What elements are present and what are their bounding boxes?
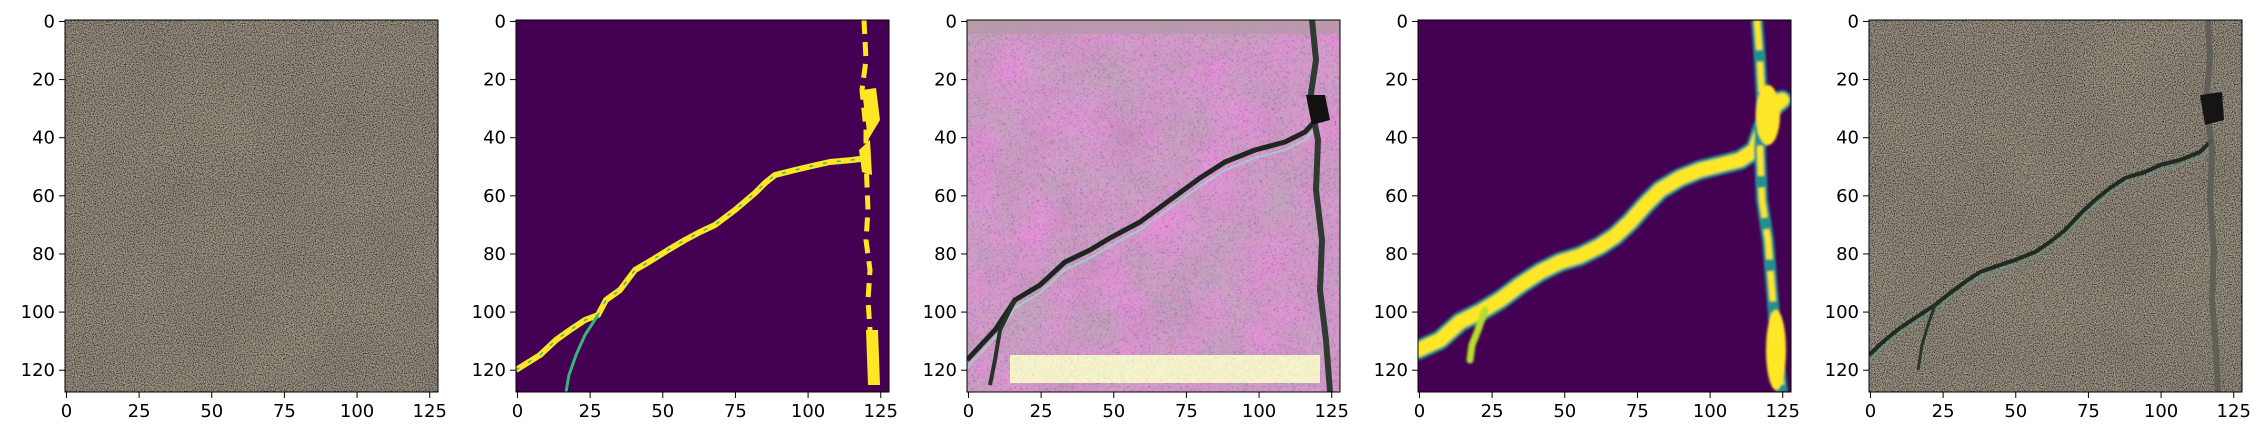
x-tick-label: 100 xyxy=(2144,401,2178,422)
y-tick-label: 0 xyxy=(495,11,506,32)
y-tick-label: 60 xyxy=(483,186,506,207)
x-tick-label: 25 xyxy=(128,401,151,422)
y-tick-label: 20 xyxy=(32,70,55,91)
axes-frames xyxy=(64,19,2243,393)
y-tick-label: 120 xyxy=(21,360,55,381)
y-tick-label: 40 xyxy=(1385,128,1408,149)
panel-synthetic-crack-texture xyxy=(967,20,1340,392)
y-tick-label: 60 xyxy=(1836,186,1859,207)
x-tick-label: 0 xyxy=(512,401,523,422)
x-tick-label: 50 xyxy=(1102,401,1125,422)
y-tick-label: 120 xyxy=(923,360,957,381)
y-tick-label: 120 xyxy=(472,360,506,381)
y-tick-label: 80 xyxy=(1836,244,1859,265)
y-tick-label: 20 xyxy=(1836,70,1859,91)
panel-concrete-with-crack xyxy=(1869,20,2242,392)
x-tick-label: 50 xyxy=(1553,401,1576,422)
y-tick-label: 80 xyxy=(934,244,957,265)
x-tick-label: 0 xyxy=(61,401,72,422)
y-tick-label: 0 xyxy=(1848,11,1859,32)
x-tick-label: 0 xyxy=(1414,401,1425,422)
y-tick-label: 40 xyxy=(32,128,55,149)
y-tick-label: 100 xyxy=(472,302,506,323)
x-tick-label: 75 xyxy=(1175,401,1198,422)
x-tick-label: 25 xyxy=(579,401,602,422)
x-tick-label: 0 xyxy=(1865,401,1876,422)
y-tick-label: 40 xyxy=(483,128,506,149)
crack-branch-binary xyxy=(564,314,600,392)
y-tick-label: 80 xyxy=(483,244,506,265)
y-tick-label: 60 xyxy=(32,186,55,207)
panel-concrete-input xyxy=(65,20,438,392)
x-tick-label: 50 xyxy=(651,401,674,422)
y-tick-label: 120 xyxy=(1825,360,1859,381)
x-tick-label: 75 xyxy=(273,401,296,422)
x-tick-label: 100 xyxy=(1693,401,1727,422)
x-tick-label: 125 xyxy=(2217,401,2251,422)
x-tick-label: 25 xyxy=(1932,401,1955,422)
y-tick-label: 100 xyxy=(923,302,957,323)
y-tick-label: 80 xyxy=(1385,244,1408,265)
x-tick-label: 100 xyxy=(340,401,374,422)
y-tick-label: 40 xyxy=(1836,128,1859,149)
y-tick-label: 20 xyxy=(483,70,506,91)
x-tick-label: 75 xyxy=(2077,401,2100,422)
y-tick-label: 100 xyxy=(1825,302,1859,323)
x-tick-label: 50 xyxy=(200,401,223,422)
y-tick-label: 120 xyxy=(1374,360,1408,381)
x-tick-label: 0 xyxy=(963,401,974,422)
y-tick-label: 60 xyxy=(934,186,957,207)
y-tick-label: 100 xyxy=(21,302,55,323)
x-tick-label: 125 xyxy=(1315,401,1349,422)
y-tick-label: 0 xyxy=(946,11,957,32)
x-tick-label: 125 xyxy=(1766,401,1800,422)
y-tick-label: 60 xyxy=(1385,186,1408,207)
y-tick-label: 40 xyxy=(934,128,957,149)
crack-branch-soft xyxy=(1466,306,1489,364)
x-tick-label: 100 xyxy=(791,401,825,422)
x-tick-label: 25 xyxy=(1481,401,1504,422)
x-tick-label: 50 xyxy=(2004,401,2027,422)
crack-main-binary xyxy=(516,155,869,373)
y-tick-label: 20 xyxy=(934,70,957,91)
y-tick-label: 20 xyxy=(1385,70,1408,91)
axis-ticks: 0 25 50 75 100 125 0 20 40 60 80 100 120 0 25 50 75 100 12… xyxy=(21,11,2251,422)
x-tick-label: 75 xyxy=(1626,401,1649,422)
y-tick-label: 0 xyxy=(44,11,55,32)
y-tick-label: 0 xyxy=(1397,11,1408,32)
y-tick-label: 80 xyxy=(32,244,55,265)
x-tick-label: 25 xyxy=(1030,401,1053,422)
panel-crack-mask-binary xyxy=(516,20,889,392)
y-tick-label: 100 xyxy=(1374,302,1408,323)
x-tick-label: 75 xyxy=(724,401,747,422)
x-tick-label: 100 xyxy=(1242,401,1276,422)
x-tick-label: 125 xyxy=(864,401,898,422)
panel-crack-mask-soft xyxy=(1418,20,1791,392)
x-tick-label: 125 xyxy=(413,401,447,422)
